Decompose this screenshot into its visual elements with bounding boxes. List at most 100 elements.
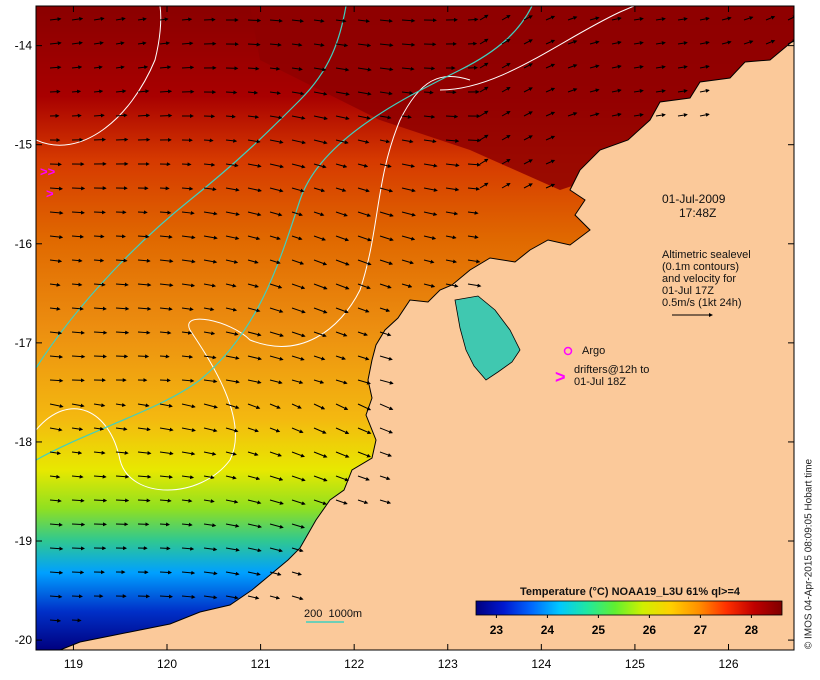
velocity-arrow	[401, 187, 416, 193]
velocity-arrow	[401, 163, 415, 168]
velocity-arrow	[115, 450, 129, 455]
velocity-arrow	[467, 138, 482, 143]
velocity-arrow	[291, 427, 304, 434]
velocity-arrow	[479, 158, 489, 165]
velocity-arrow	[501, 14, 511, 21]
velocity-arrow	[423, 211, 438, 217]
velocity-arrow	[379, 18, 393, 23]
velocity-arrow	[49, 378, 64, 383]
velocity-arrow	[313, 139, 328, 145]
velocity-arrow	[269, 163, 284, 169]
velocity-arrow	[203, 523, 217, 528]
velocity-arrow	[291, 67, 303, 71]
velocity-arrow	[93, 330, 108, 335]
velocity-arrow	[523, 39, 533, 45]
velocity-arrow	[423, 187, 438, 192]
velocity-arrow	[423, 259, 435, 264]
velocity-arrow	[225, 475, 237, 480]
velocity-arrow	[721, 16, 732, 21]
velocity-arrow	[787, 15, 794, 21]
velocity-arrow	[501, 62, 511, 69]
argo-label: Argo	[582, 345, 606, 357]
velocity-arrow	[93, 234, 105, 239]
velocity-arrow	[115, 258, 128, 263]
velocity-arrow	[523, 159, 533, 165]
velocity-arrow	[379, 91, 393, 96]
velocity-arrow	[357, 379, 371, 385]
velocity-arrow	[203, 283, 217, 288]
velocity-arrow	[357, 331, 368, 337]
credit-label: © IMOS 04-Apr-2015 08:09:05 Hobart time	[802, 432, 816, 676]
velocity-arrow	[225, 138, 238, 143]
velocity-arrow	[523, 135, 533, 141]
velocity-arrow	[49, 618, 62, 623]
velocity-arrow	[247, 114, 260, 119]
velocity-arrow	[633, 65, 644, 69]
velocity-arrow	[357, 403, 372, 411]
velocity-arrow	[247, 475, 261, 481]
velocity-arrow	[313, 18, 325, 23]
velocity-arrow	[545, 39, 556, 45]
velocity-arrow	[523, 183, 533, 189]
velocity-arrow	[203, 211, 218, 216]
sealevel-contour-1	[36, 6, 162, 146]
velocity-arrow	[313, 451, 328, 458]
velocity-arrow	[71, 282, 83, 287]
velocity-arrow	[247, 379, 262, 385]
plot-frame	[35, 5, 795, 651]
velocity-arrow	[501, 110, 511, 117]
velocity-arrow	[423, 235, 437, 240]
velocity-arrow	[93, 474, 107, 479]
velocity-arrow	[423, 114, 436, 119]
velocity-arrow	[225, 523, 240, 528]
velocity-arrow	[181, 162, 192, 167]
velocity-arrow	[291, 451, 305, 458]
velocity-arrow	[247, 451, 259, 456]
velocity-arrow	[247, 18, 262, 23]
velocity-arrow	[269, 547, 283, 553]
colorbar: 23 24 25 26 27 28	[475, 600, 783, 637]
velocity-arrow	[93, 403, 106, 408]
velocity-arrow	[93, 65, 103, 70]
velocity-arrow	[699, 112, 710, 117]
velocity-arrow	[357, 115, 371, 120]
velocity-arrow	[357, 355, 370, 361]
velocity-arrow	[93, 16, 105, 21]
lat-tick-label: -17	[15, 336, 33, 350]
velocity-arrow	[291, 523, 305, 529]
velocity-arrow	[203, 451, 217, 456]
colorbar-tick-label: 23	[490, 623, 504, 637]
velocity-arrow	[357, 187, 370, 193]
velocity-arrow	[545, 159, 556, 165]
velocity-arrow	[335, 18, 347, 23]
velocity-arrow	[379, 163, 392, 168]
velocity-arrow	[335, 91, 350, 96]
lon-tick-label: 122	[344, 657, 364, 671]
velocity-arrow	[313, 67, 327, 72]
velocity-arrow	[335, 355, 346, 360]
velocity-arrow	[401, 114, 412, 119]
velocity-arrow	[225, 595, 239, 600]
velocity-arrow	[379, 355, 393, 361]
colorbar-tick-label: 26	[643, 623, 657, 637]
velocity-arrow	[589, 40, 600, 45]
velocity-arrow	[269, 235, 281, 241]
longitude-axis: 119 120 121 122 123 124 125 126	[64, 6, 739, 671]
velocity-arrow	[357, 259, 372, 266]
velocity-arrow-field	[49, 14, 794, 623]
velocity-arrow	[611, 64, 622, 69]
velocity-arrow	[159, 474, 173, 479]
colorbar-title: Temperature (°C) NOAA19_L3U 61% ql>=4	[520, 586, 740, 598]
velocity-arrow	[699, 40, 710, 45]
velocity-arrow	[137, 330, 151, 335]
velocity-arrow	[269, 379, 283, 385]
velocity-arrow	[247, 355, 262, 361]
velocity-arrow	[313, 259, 328, 266]
lat-tick-label: -18	[15, 435, 33, 449]
velocity-arrow	[181, 186, 194, 191]
velocity-arrow	[545, 87, 556, 93]
velocity-arrow	[115, 474, 130, 479]
velocity-arrow	[93, 306, 107, 311]
velocity-arrow	[313, 475, 328, 482]
velocity-arrow	[567, 64, 578, 69]
